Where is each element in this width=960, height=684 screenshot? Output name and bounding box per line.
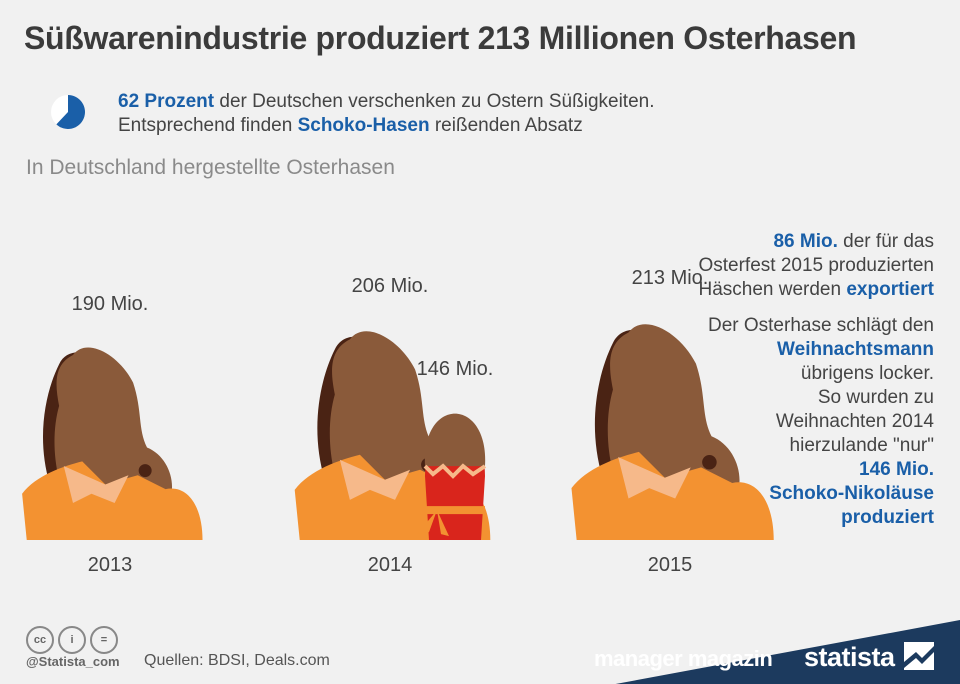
intro-text: 62 Prozent der Deutschen verschenken zu … bbox=[118, 90, 655, 138]
chocolate-bunny-icon bbox=[22, 347, 203, 540]
santa-line4: Weihnachten 2014 bbox=[775, 411, 934, 432]
no-derivatives-icon[interactable]: = bbox=[90, 626, 118, 654]
x-tick-label: 2014 bbox=[367, 554, 413, 576]
bar-value-label: 190 Mio. bbox=[71, 293, 149, 316]
santa-foil-edge bbox=[423, 463, 487, 479]
santa-ribbon-tail bbox=[417, 510, 437, 535]
santa-highlight-verb: produziert bbox=[841, 507, 934, 528]
santa-line5: hierzulande "nur" bbox=[789, 435, 934, 456]
export-line1: der für das bbox=[837, 231, 934, 252]
santa-line2: übrigens locker. bbox=[800, 363, 934, 384]
intro-line2-suffix: reißenden Absatz bbox=[429, 115, 583, 136]
manager-magazin-logo[interactable]: manager magazin bbox=[594, 646, 773, 671]
santa-note: Der Osterhase schlägt den Weihnachtsmann… bbox=[634, 314, 934, 530]
export-line3: Häschen werden bbox=[698, 279, 847, 300]
bar-value-label: 206 Mio. bbox=[351, 275, 429, 298]
bunny-foil-highlight bbox=[339, 459, 411, 500]
intro-line1: der Deutschen verschenken zu Ostern Süßi… bbox=[214, 91, 655, 112]
export-highlight-word: exportiert bbox=[846, 279, 934, 300]
santa-highlight-name: Weihnachtsmann bbox=[777, 339, 934, 360]
intro-highlight-percent: 62 Prozent bbox=[118, 91, 215, 112]
bunny-eye bbox=[702, 454, 717, 470]
statista-handle[interactable]: @Statista_com bbox=[26, 654, 120, 669]
statista-logo-icon[interactable] bbox=[904, 642, 934, 670]
sources: Quellen: BDSI, Deals.com bbox=[144, 652, 330, 669]
x-tick-label: 2013 bbox=[87, 554, 133, 576]
bunny-foil-highlight bbox=[618, 457, 691, 499]
x-tick-label: 2015 bbox=[647, 554, 693, 576]
export-line2: Osterfest 2015 produzierten bbox=[698, 255, 934, 276]
santa-head bbox=[424, 413, 486, 467]
bunny-chart: 190 Mio. 2013 206 Mio. 2014 213 Mio. 2015 146 … bbox=[0, 190, 960, 610]
santa-line3: So wurden zu bbox=[817, 387, 934, 408]
bar-value-label: 213 Mio. bbox=[631, 267, 709, 290]
statista-logo[interactable]: statista bbox=[804, 642, 895, 672]
santa-line1: Der Osterhase schlägt den bbox=[707, 315, 934, 336]
chart-subtitle: In Deutschland hergestellte Osterhasen bbox=[26, 156, 395, 179]
bunny-foil-highlight bbox=[63, 465, 129, 503]
santa-highlight-product: Schoko-Nikoläuse bbox=[769, 483, 934, 504]
export-note: 86 Mio. der für das Osterfest 2015 produ… bbox=[634, 230, 934, 302]
chocolate-bunny-icon bbox=[571, 324, 774, 540]
santa-value-label: 146 Mio. bbox=[416, 358, 494, 381]
intro-line2-prefix: Entsprechend finden bbox=[118, 115, 298, 136]
pie-chart-icon bbox=[51, 95, 85, 129]
santa-ribbon-tail bbox=[437, 510, 449, 537]
intro-highlight-bunny: Schoko-Hasen bbox=[297, 115, 430, 136]
license-icons: cc i = bbox=[26, 626, 118, 654]
cc-icon[interactable]: cc bbox=[26, 626, 54, 654]
footer: cc i = @Statista_com Quellen: BDSI, Deal… bbox=[0, 620, 960, 684]
export-highlight-amount: 86 Mio. bbox=[773, 231, 838, 252]
bunny-chart-svg bbox=[22, 324, 774, 540]
santa-ribbon bbox=[425, 506, 485, 515]
attribution-icon[interactable]: i bbox=[58, 626, 86, 654]
page-title: Süßwarenindustrie produziert 213 Million… bbox=[24, 20, 857, 56]
bunny-eye bbox=[138, 464, 152, 478]
santa-highlight-amount: 146 Mio. bbox=[859, 459, 934, 480]
chocolate-santa-icon bbox=[417, 413, 487, 540]
